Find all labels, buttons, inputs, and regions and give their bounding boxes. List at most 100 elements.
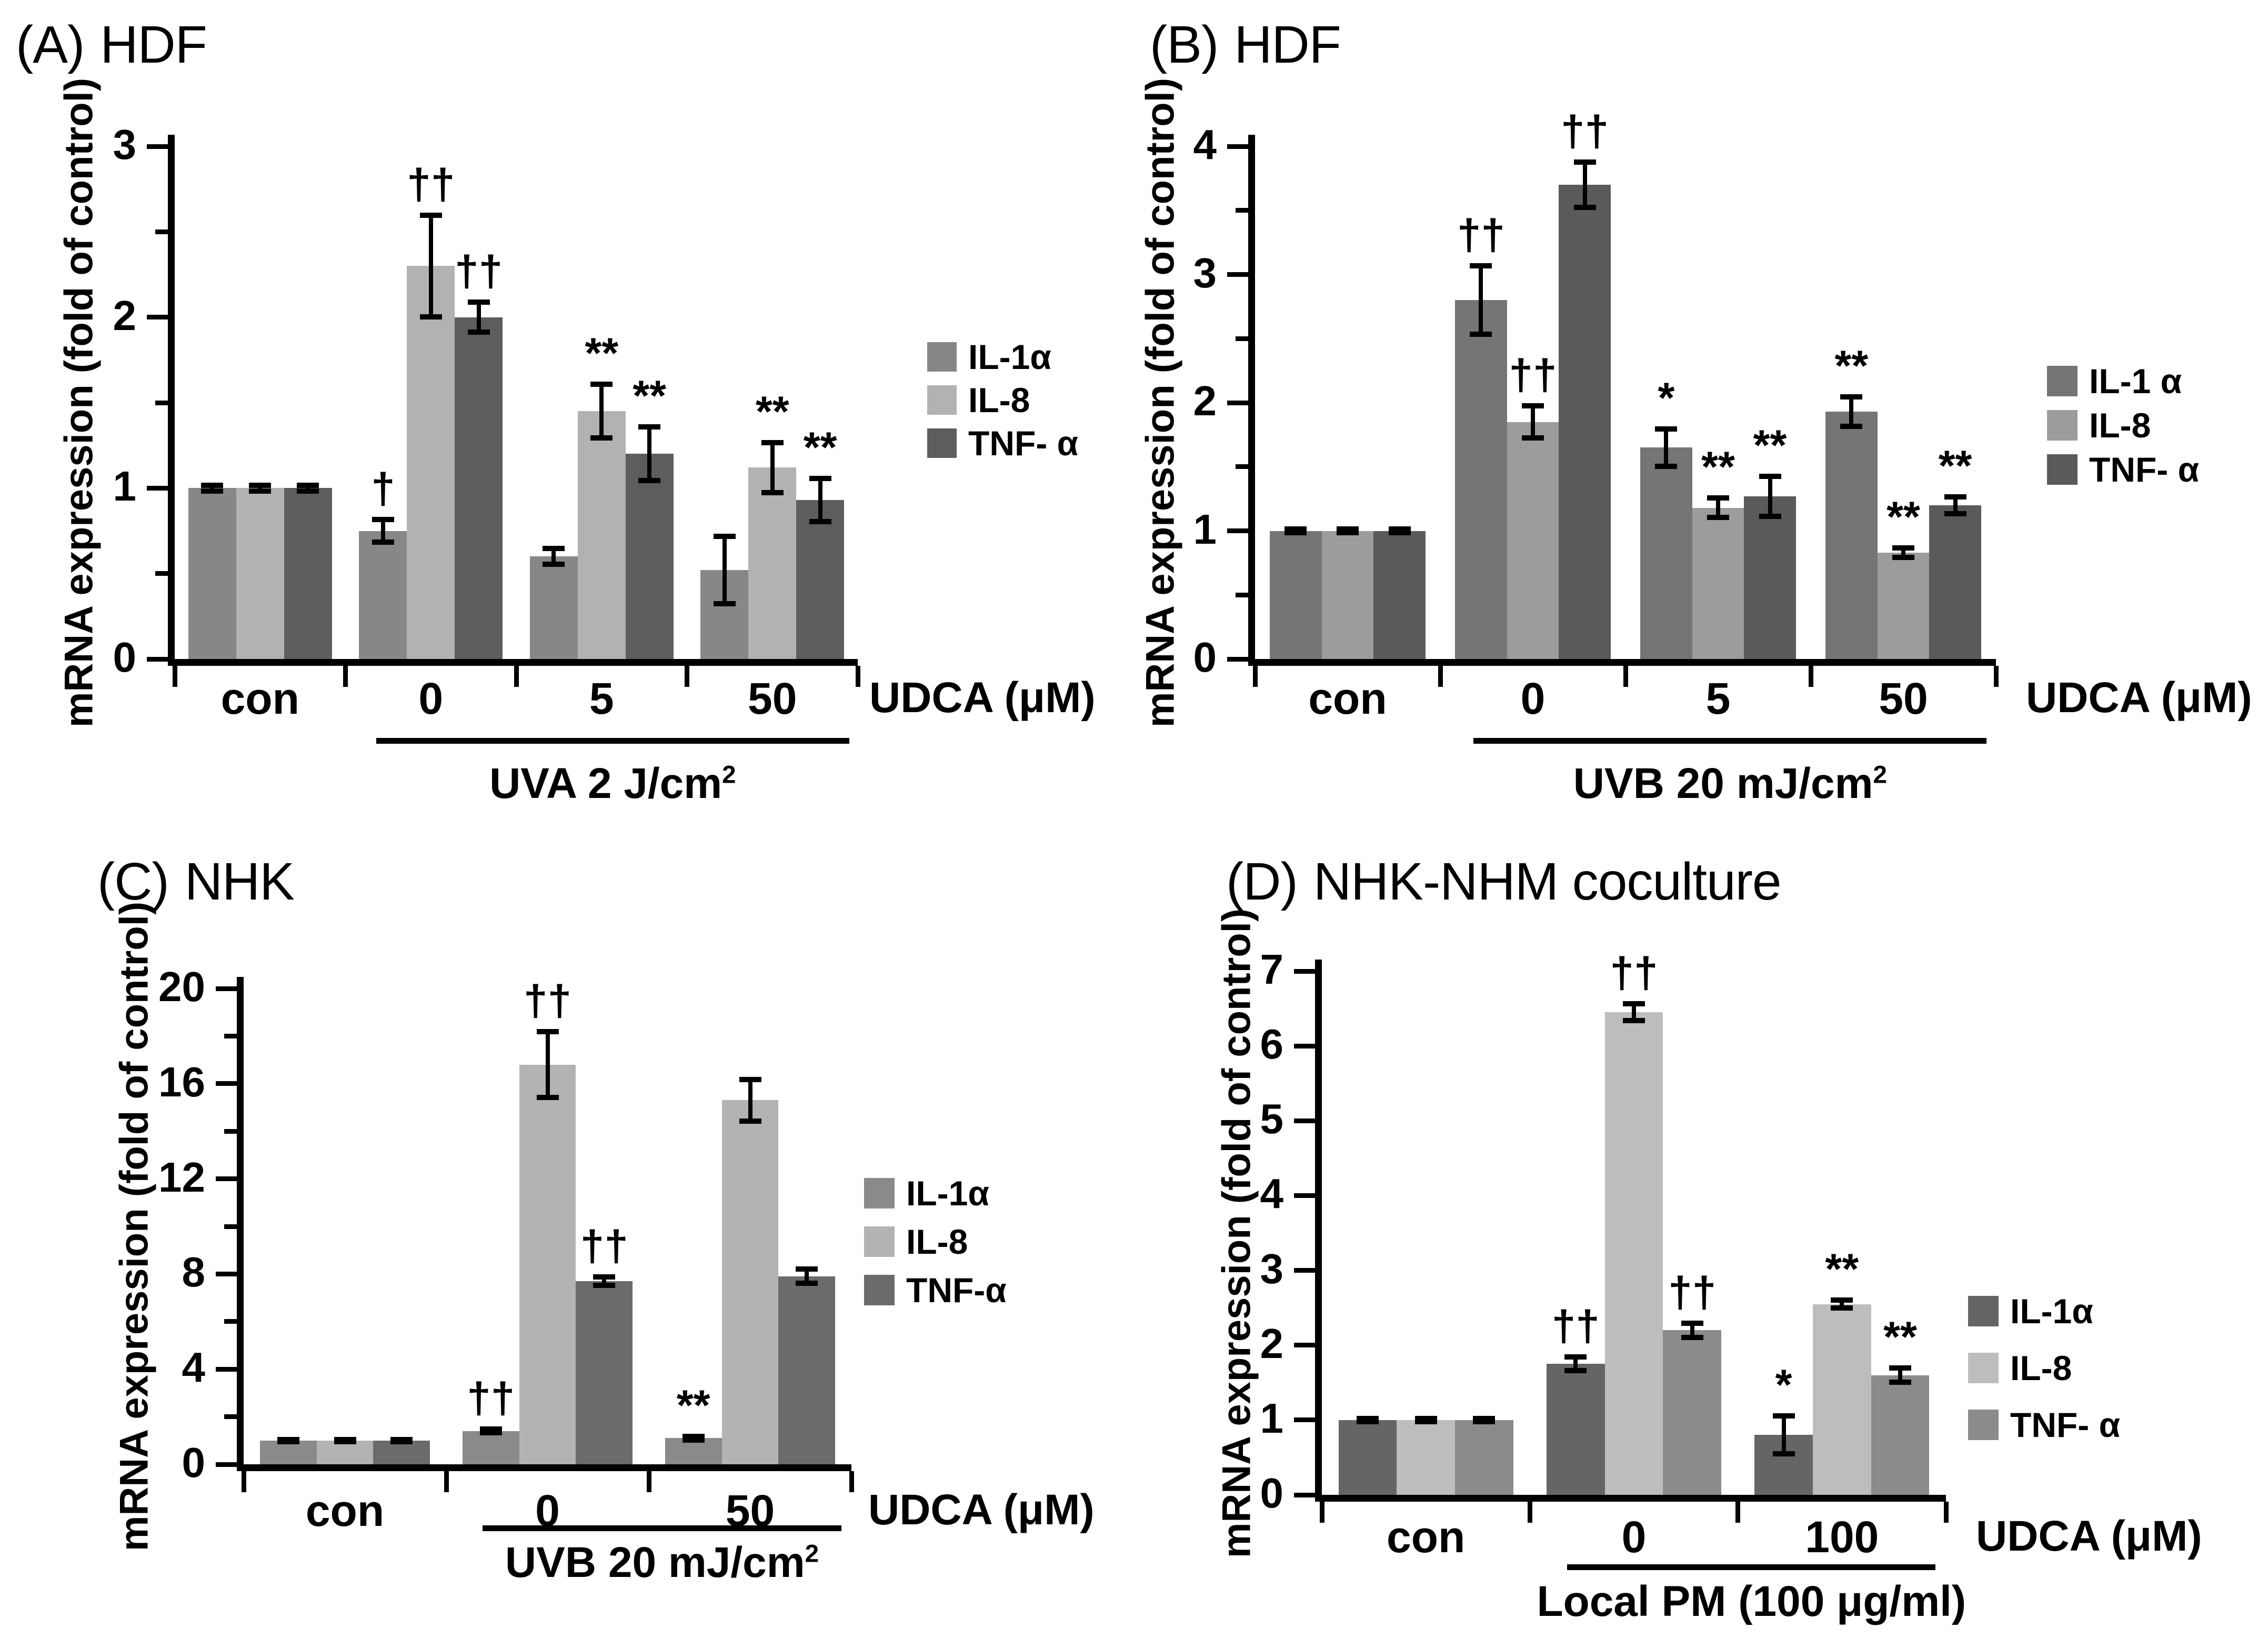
x-category-label: 50 <box>1879 674 1928 723</box>
y-tick-label: 6 <box>1260 1020 1284 1067</box>
y-tick-label: 2 <box>1193 377 1217 424</box>
bar-IL-8 <box>519 1064 576 1464</box>
error-bar <box>1768 475 1772 517</box>
x-category-label: 50 <box>748 674 797 723</box>
bar-IL-8 <box>1812 1304 1871 1495</box>
y-minor-tick <box>224 1128 237 1134</box>
significance-mark: † <box>371 464 395 513</box>
error-bar-cap-bottom <box>201 488 224 494</box>
panel-title: (C) NHK <box>97 852 295 912</box>
significance-mark: ** <box>1938 442 1972 490</box>
error-bar-cap-top <box>809 475 831 481</box>
y-minor-tick <box>1236 464 1248 470</box>
legend-swatch-IL-8 <box>927 385 957 415</box>
error-bar-cap-bottom <box>1473 1419 1496 1425</box>
error-bar-cap-top <box>1414 1415 1437 1421</box>
panel-title-text: NHK <box>184 852 295 911</box>
panel-title-text: HDF <box>1234 15 1341 74</box>
bar-TNF-α <box>796 500 845 659</box>
y-minor-tick <box>155 229 168 234</box>
x-axis-suffix: UDCA (μM) <box>869 674 1096 722</box>
error-bar-cap-top <box>1831 1297 1853 1303</box>
error-bar-cap-bottom <box>1623 1018 1645 1024</box>
error-bar <box>306 484 310 492</box>
y-minor-tick <box>155 400 168 405</box>
error-bar <box>1632 1003 1636 1022</box>
x-category-label: con <box>1386 1512 1466 1562</box>
x-axis-line <box>1248 659 1996 666</box>
legend-swatch-IL-1α <box>2047 366 2078 396</box>
bar-TNF-α <box>284 488 332 659</box>
error-bar-cap-top <box>1356 1415 1379 1421</box>
panel-letter: (D) <box>1226 852 1298 911</box>
bar-IL-1α <box>359 531 407 659</box>
y-major-tick <box>1294 1417 1315 1423</box>
x-axis-line <box>237 1464 851 1471</box>
treatment-underline <box>376 738 849 744</box>
y-major-tick <box>1294 1043 1315 1048</box>
x-category-label: 5 <box>589 674 614 723</box>
x-axis-suffix: UDCA (μM) <box>1976 1512 2202 1560</box>
y-tick-label: 12 <box>158 1153 205 1201</box>
error-bar-cap-bottom <box>1707 515 1729 521</box>
legend-label: TNF- α <box>968 424 1079 463</box>
y-minor-tick <box>224 1319 237 1324</box>
legend-label: TNF-α <box>906 1271 1007 1310</box>
bar-TNF-α <box>373 1440 430 1464</box>
x-tick <box>1993 666 1999 687</box>
significance-mark: †† <box>1509 351 1557 399</box>
error-bar <box>1479 265 1483 335</box>
y-major-tick <box>1227 400 1248 405</box>
bar-IL-1α <box>462 1431 519 1464</box>
legend-swatch-TNF-α <box>864 1275 895 1305</box>
error-bar <box>1582 162 1587 208</box>
error-bar <box>258 484 263 492</box>
x-category-label: 0 <box>1520 674 1546 723</box>
bar-IL-1α <box>1455 300 1507 659</box>
error-bar-cap-top <box>1759 473 1781 479</box>
bar-TNF-α <box>1744 496 1796 659</box>
y-major-tick <box>147 485 168 491</box>
x-category-label: 100 <box>1805 1512 1879 1562</box>
bar-IL-1α <box>1338 1420 1397 1495</box>
panel-letter: (C) <box>97 852 169 911</box>
treatment-label-text: UVA 2 J/cm <box>489 760 722 807</box>
legend-label: IL-1α <box>968 337 1051 376</box>
error-bar-cap-top <box>1944 494 1966 500</box>
x-axis-line <box>168 659 858 666</box>
error-bar-cap-top <box>1655 426 1678 432</box>
bar-TNF-α <box>625 454 674 659</box>
error-bar-cap-bottom <box>1655 463 1678 469</box>
bar-IL-8 <box>577 411 626 659</box>
bar-TNF-α <box>1929 505 1981 659</box>
significance-mark: * <box>1658 374 1675 422</box>
x-category-label: con <box>1308 674 1387 723</box>
bar-IL-8 <box>1507 422 1559 659</box>
error-bar <box>551 547 556 565</box>
y-major-tick <box>1294 968 1315 974</box>
y-tick-label: 3 <box>113 121 137 168</box>
y-tick-label: 7 <box>1260 945 1284 993</box>
legend-swatch-TNF-α <box>2047 454 2078 485</box>
error-bar <box>770 442 775 494</box>
legend-label: IL-8 <box>968 381 1030 420</box>
panel-title-text: NHK-NHM coculture <box>1313 852 1782 911</box>
error-bar-cap-bottom <box>543 562 565 567</box>
bar-IL-1α <box>1825 412 1878 659</box>
error-bar-cap-top <box>372 516 394 522</box>
bar-IL-1α <box>1546 1364 1605 1495</box>
y-axis-label: mRNA expression (fold of control) <box>1214 908 1259 1558</box>
y-tick-label: 4 <box>1193 121 1217 168</box>
treatment-label-sup: 2 <box>805 1540 819 1568</box>
y-major-tick <box>1294 1193 1315 1198</box>
legend-swatch-IL-8 <box>864 1226 895 1257</box>
error-bar-cap-top <box>479 1426 502 1432</box>
error-bar <box>1781 1415 1786 1455</box>
error-bar-cap-top <box>297 482 319 488</box>
error-bar-cap-bottom <box>1337 530 1359 536</box>
x-tick <box>343 666 348 687</box>
error-bar <box>748 1078 752 1122</box>
